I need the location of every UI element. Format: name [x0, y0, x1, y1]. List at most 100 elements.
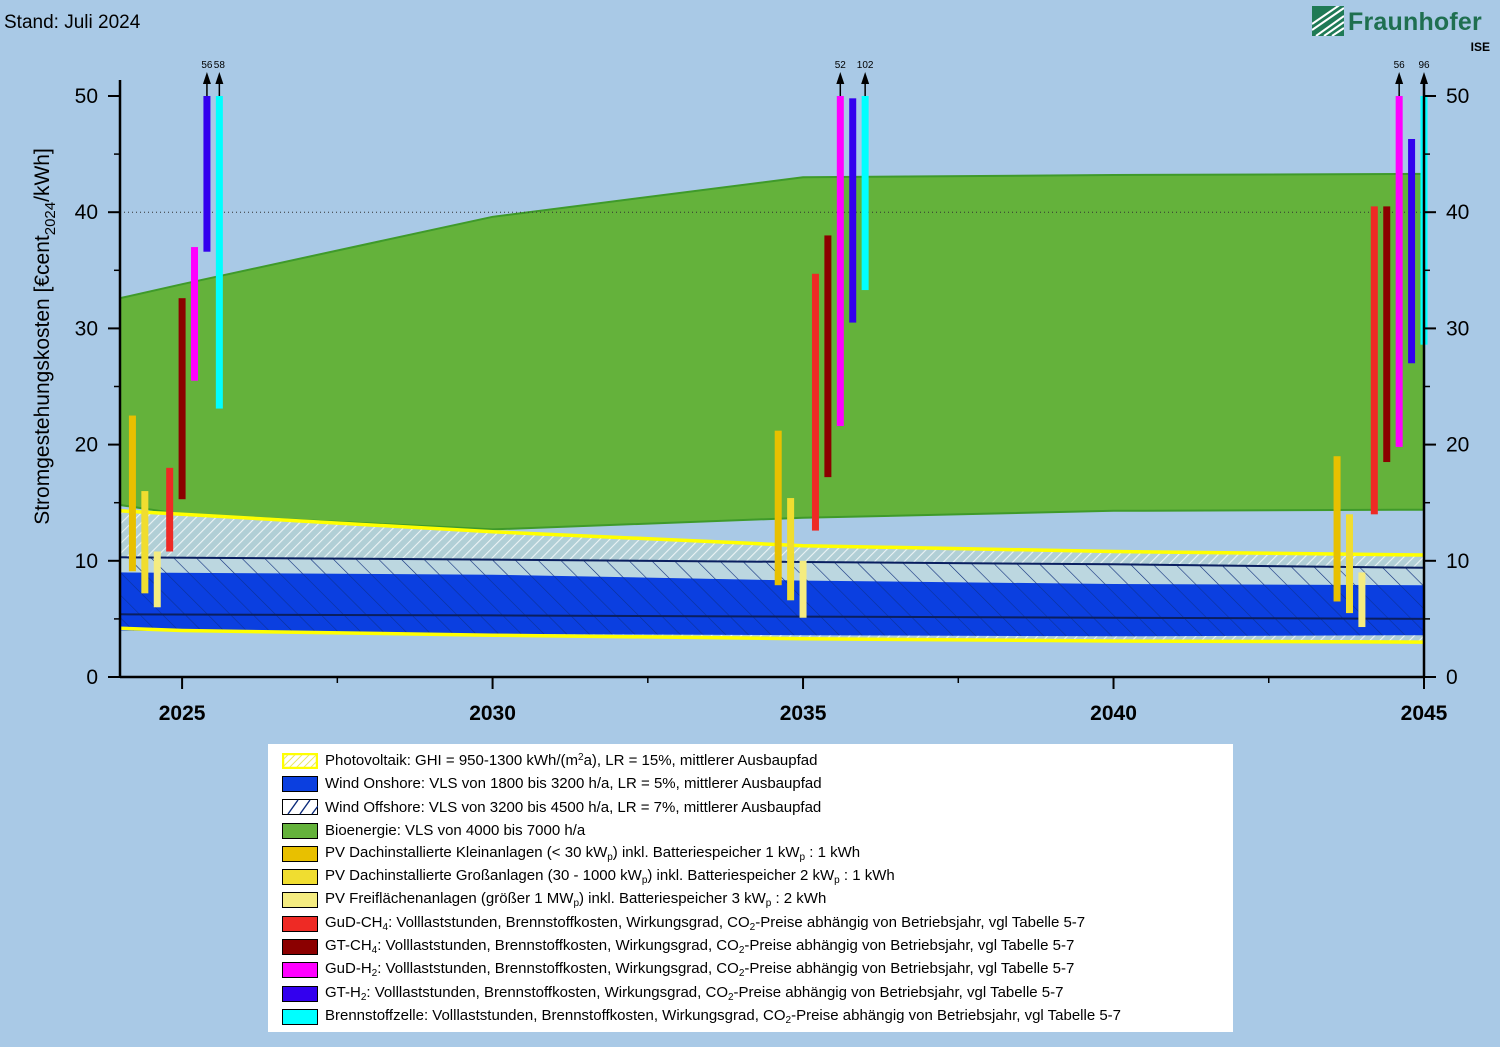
legend-item-pv-small: PV Dachinstallierte Kleinanlagen (< 30 k… — [282, 842, 1233, 865]
arrow-label: 52 — [835, 60, 847, 71]
legend-label: Wind Onshore: VLS von 1800 bis 3200 h/a,… — [325, 775, 822, 793]
legend-item-gt-h2: GT-H2: Volllaststunden, Brennstoffkosten… — [282, 982, 1233, 1005]
bar-gud-ch4 — [1370, 206, 1378, 515]
y-tick-label-left: 50 — [75, 85, 98, 108]
legend-label: GuD-H2: Volllaststunden, Brennstoffkoste… — [325, 960, 1075, 980]
x-tick-label: 2040 — [1090, 702, 1137, 725]
arrow-head — [836, 72, 845, 84]
legend-label: Wind Offshore: VLS von 3200 bis 4500 h/a… — [325, 798, 822, 816]
legend-label: GuD-CH4: Volllaststunden, Brennstoffkost… — [325, 913, 1086, 933]
legend: Photovoltaik: GHI = 950-1300 kWh/(m2a), … — [268, 744, 1233, 1032]
bar-pv-ground — [153, 551, 161, 608]
bar-pv-large — [1345, 514, 1353, 614]
legend-label: GT-CH4: Volllaststunden, Brennstoffkoste… — [325, 937, 1075, 957]
arrow-label: 58 — [214, 60, 226, 71]
bar-gud-h2 — [1395, 96, 1403, 447]
legend-swatch — [282, 799, 318, 816]
legend-label: GT-H2: Volllaststunden, Brennstoffkosten… — [325, 983, 1064, 1003]
band-bioenergie — [120, 172, 1424, 531]
arrow-head — [1395, 72, 1404, 84]
fraunhofer-logo: Fraunhofer ISE — [1312, 4, 1492, 56]
bar-pv-small — [1333, 456, 1341, 602]
band-wind-onshore-hatch — [120, 572, 1424, 637]
x-tick-label: 2025 — [159, 702, 206, 725]
legend-swatch — [282, 962, 318, 979]
bar-gud-ch4 — [166, 467, 174, 552]
legend-swatch — [282, 985, 318, 1002]
legend-item-fc: Brennstoffzelle: Volllaststunden, Brenns… — [282, 1005, 1233, 1028]
legend-item-gud-h2: GuD-H2: Volllaststunden, Brennstoffkoste… — [282, 959, 1233, 982]
legend-label: Photovoltaik: GHI = 950-1300 kWh/(m2a), … — [325, 752, 818, 770]
logo-sub: ISE — [1470, 40, 1490, 54]
bar-pv-ground — [799, 560, 807, 618]
bar-gt-ch4 — [1383, 206, 1391, 463]
bar-pv-ground — [1358, 572, 1366, 628]
logo-name: Fraunhofer — [1348, 8, 1482, 36]
arrow-label: 96 — [1418, 60, 1430, 71]
y-tick-label-left: 30 — [75, 317, 98, 340]
bar-gt-h2 — [203, 96, 211, 252]
y-tick-label-right: 40 — [1446, 201, 1469, 224]
legend-item-pv: Photovoltaik: GHI = 950-1300 kWh/(m2a), … — [282, 749, 1233, 772]
plot-area — [120, 172, 1424, 644]
y-tick-label-left: 0 — [86, 666, 98, 689]
bar-fc — [215, 96, 223, 409]
y-tick-label-right: 20 — [1446, 434, 1469, 457]
arrow-head — [1420, 72, 1428, 84]
legend-item-pv-ground: PV Freiflächenanlagen (größer 1 MWp) ink… — [282, 889, 1233, 912]
bar-gud-ch4 — [811, 273, 819, 531]
x-tick-label: 2030 — [469, 702, 516, 725]
legend-swatch — [282, 822, 318, 839]
legend-swatch — [282, 775, 318, 792]
bar-gt-ch4 — [178, 298, 186, 500]
bar-pv-small — [774, 430, 782, 586]
legend-swatch — [282, 915, 318, 932]
y-tick-label-left: 40 — [75, 201, 98, 224]
y-tick-label-right: 0 — [1446, 666, 1458, 689]
legend-label: PV Dachinstallierte Kleinanlagen (< 30 k… — [325, 843, 861, 863]
bar-gt-h2 — [849, 98, 857, 323]
status-label: Stand: Juli 2024 — [4, 12, 141, 33]
legend-item-gud-ch4: GuD-CH4: Volllaststunden, Brennstoffkost… — [282, 912, 1233, 935]
arrow-head — [215, 72, 224, 84]
arrow-label: 56 — [201, 60, 213, 71]
legend-item-wind-on: Wind Onshore: VLS von 1800 bis 3200 h/a,… — [282, 772, 1233, 795]
legend-swatch — [282, 752, 318, 769]
fraunhofer-logo-icon — [1312, 6, 1344, 36]
legend-label: Bioenergie: VLS von 4000 bis 7000 h/a — [325, 822, 586, 840]
bar-gud-h2 — [191, 247, 199, 381]
arrow-head — [861, 72, 870, 84]
legend-item-gt-ch4: GT-CH4: Volllaststunden, Brennstoffkoste… — [282, 935, 1233, 958]
arrow-label: 56 — [1394, 60, 1406, 71]
y-tick-label-right: 10 — [1446, 550, 1469, 573]
bar-gt-h2 — [1408, 138, 1416, 364]
bar-pv-large — [141, 491, 149, 594]
legend-item-pv-large: PV Dachinstallierte Großanlagen (30 - 10… — [282, 865, 1233, 888]
legend-swatch — [282, 869, 318, 886]
legend-swatch — [282, 892, 318, 909]
y-tick-label-left: 20 — [75, 434, 98, 457]
x-tick-label: 2035 — [780, 702, 827, 725]
bar-gt-ch4 — [824, 235, 832, 478]
arrow-head — [202, 72, 211, 84]
x-tick-label: 2045 — [1401, 702, 1448, 725]
legend-item-bio: Bioenergie: VLS von 4000 bis 7000 h/a — [282, 819, 1233, 842]
bar-fc — [861, 96, 869, 291]
legend-swatch — [282, 1008, 318, 1025]
y-tick-label-right: 50 — [1446, 85, 1469, 108]
bar-pv-large — [787, 498, 795, 601]
legend-swatch — [282, 845, 318, 862]
legend-item-wind-off: Wind Offshore: VLS von 3200 bis 4500 h/a… — [282, 796, 1233, 819]
y-tick-label-left: 10 — [75, 550, 98, 573]
bar-pv-small — [128, 415, 136, 572]
line-photovoltaik-low — [120, 626, 1424, 644]
legend-swatch — [282, 939, 318, 956]
legend-label: PV Dachinstallierte Großanlagen (30 - 10… — [325, 867, 895, 887]
legend-label: PV Freiflächenanlagen (größer 1 MWp) ink… — [325, 890, 827, 910]
bar-gud-h2 — [836, 96, 844, 427]
legend-label: Brennstoffzelle: Volllaststunden, Brenns… — [325, 1006, 1122, 1026]
arrow-label: 102 — [857, 60, 874, 71]
y-axis-label: Stromgestehungskosten [€cent2024/kWh] — [31, 148, 59, 525]
y-tick-label-right: 30 — [1446, 317, 1469, 340]
